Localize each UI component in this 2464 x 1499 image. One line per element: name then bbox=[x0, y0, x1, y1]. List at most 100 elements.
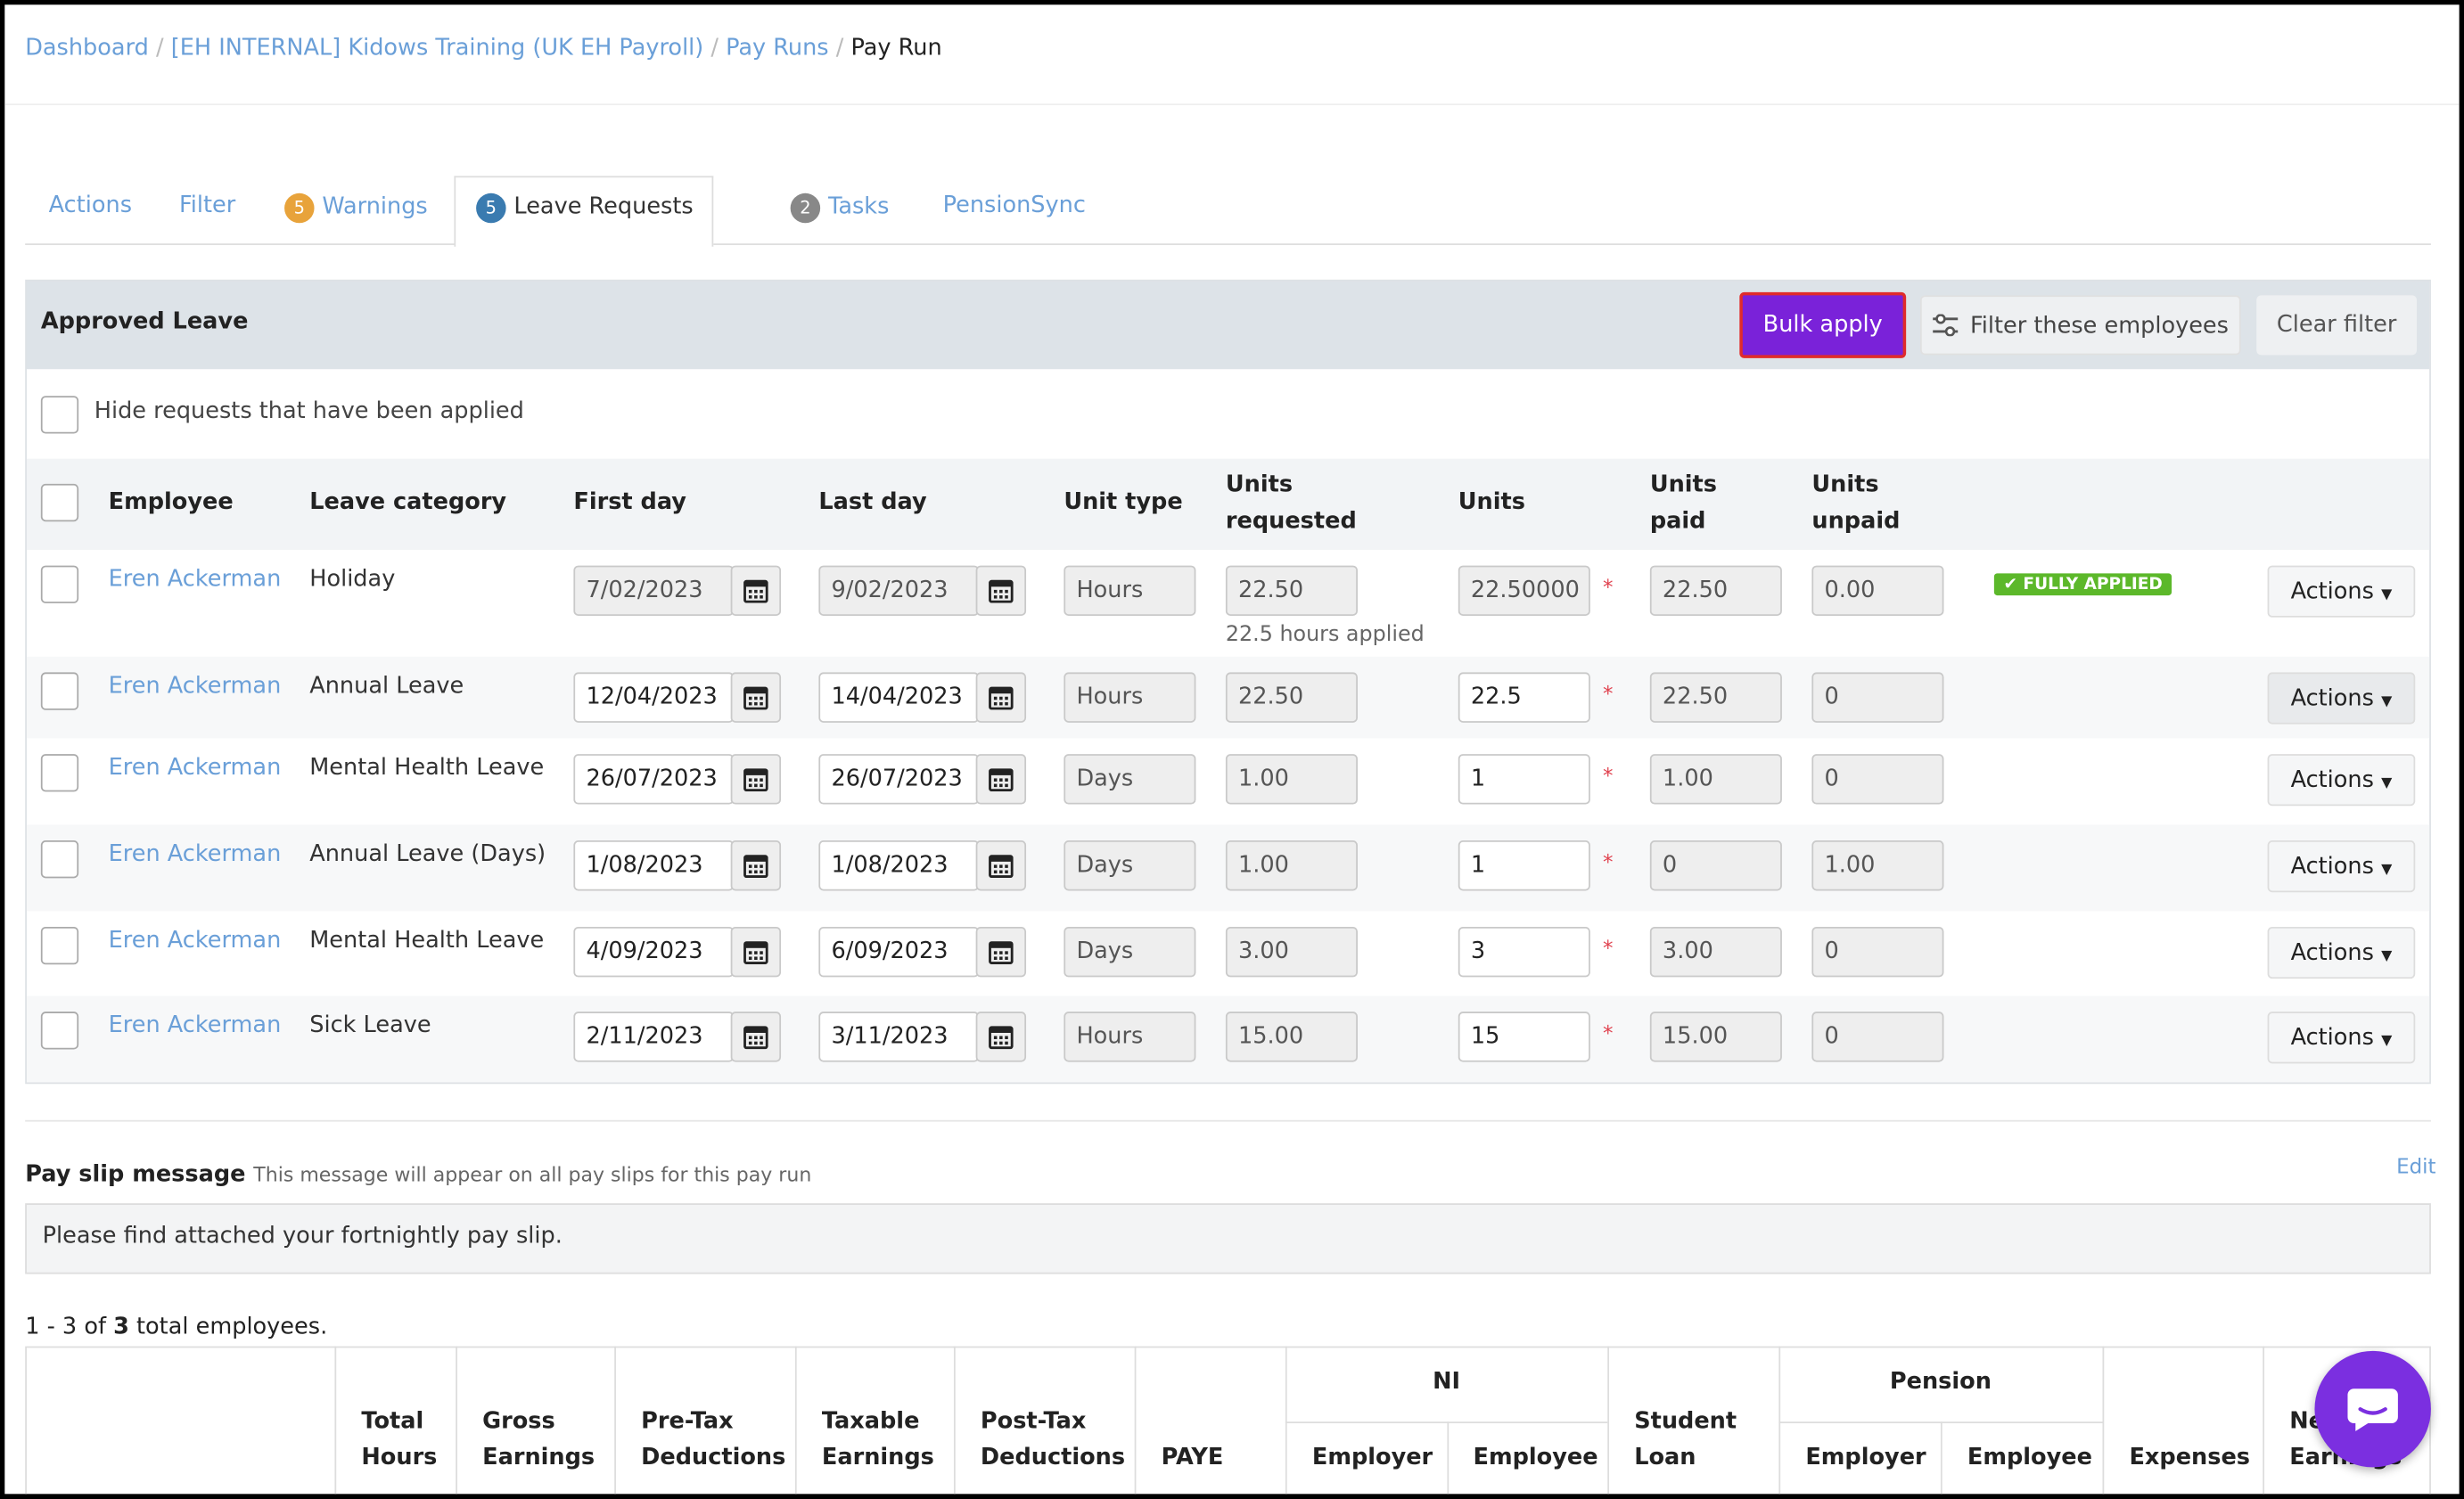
checkbox[interactable] bbox=[40, 840, 79, 879]
page: Dashboard / [EH INTERNAL] Kidows Trainin… bbox=[4, 4, 2460, 1495]
column-label: Employee bbox=[1967, 1445, 2092, 1470]
date-input[interactable]: 26/07/2023 bbox=[818, 754, 980, 805]
hide-label: Hide requests that have been applied bbox=[94, 398, 524, 424]
unit-type: Hours bbox=[1064, 1012, 1196, 1062]
checkbox[interactable] bbox=[40, 1012, 79, 1050]
tab[interactable]: 2 Tasks bbox=[790, 192, 889, 224]
date-input: 7/02/2023 bbox=[573, 565, 735, 616]
bulk-apply[interactable]: Bulk apply bbox=[1739, 291, 1907, 358]
tab[interactable]: 5 Leave Requests bbox=[476, 192, 694, 224]
date-input[interactable]: 6/09/2023 bbox=[818, 926, 980, 978]
calendar-button[interactable] bbox=[975, 926, 1027, 978]
date-input[interactable]: 4/09/2023 bbox=[573, 926, 735, 978]
calendar-button[interactable] bbox=[975, 840, 1027, 891]
tab-underline bbox=[25, 243, 2431, 245]
checkbox[interactable] bbox=[40, 754, 79, 792]
actions-button[interactable]: Actions ▼ bbox=[2267, 565, 2416, 618]
edit-link[interactable]: Edit bbox=[2396, 1156, 2436, 1180]
calendar-button[interactable] bbox=[730, 672, 782, 723]
required-mark: * bbox=[1602, 765, 1614, 789]
clear-filter[interactable]: Clear filter bbox=[2256, 295, 2418, 356]
actions-button[interactable]: Actions ▼ bbox=[2267, 1012, 2416, 1064]
calendar-button[interactable] bbox=[730, 565, 782, 616]
calendar-icon bbox=[743, 855, 768, 878]
payslip-hint: This message will appear on all pay slip… bbox=[253, 1162, 812, 1186]
units-input[interactable]: 1 bbox=[1458, 754, 1590, 805]
breadcrumb-item[interactable]: Pay Runs bbox=[726, 36, 829, 61]
units-input[interactable]: 22.5 bbox=[1458, 672, 1590, 723]
checkbox[interactable] bbox=[40, 483, 79, 522]
calendar-button[interactable] bbox=[975, 1012, 1027, 1062]
calendar-icon bbox=[989, 1026, 1014, 1050]
employee-link[interactable]: Eren Ackerman bbox=[108, 674, 282, 700]
employee-link[interactable]: Eren Ackerman bbox=[108, 567, 282, 593]
column-label: Post-Tax Deductions bbox=[980, 1409, 1126, 1470]
units-unpaid: 0 bbox=[1811, 1012, 1944, 1062]
employee-link[interactable]: Eren Ackerman bbox=[108, 755, 282, 782]
column-label: Gross Earnings bbox=[482, 1409, 595, 1470]
checkbox[interactable] bbox=[40, 565, 79, 603]
calendar-button[interactable] bbox=[975, 754, 1027, 805]
chat-button[interactable] bbox=[2314, 1350, 2431, 1468]
units-paid: 22.50 bbox=[1649, 565, 1782, 616]
date-input[interactable]: 2/11/2023 bbox=[573, 1012, 735, 1062]
date-input[interactable]: 1/08/2023 bbox=[818, 840, 980, 891]
units-input[interactable]: 15 bbox=[1458, 1012, 1590, 1062]
column-border bbox=[1134, 1346, 1137, 1495]
panel bbox=[25, 279, 2431, 1085]
units-input[interactable]: 3 bbox=[1458, 926, 1590, 978]
leave-category: Annual Leave (Days) bbox=[309, 841, 546, 868]
employee-link[interactable]: Eren Ackerman bbox=[108, 928, 282, 954]
checkbox[interactable] bbox=[40, 672, 79, 710]
calendar-button[interactable] bbox=[730, 1012, 782, 1062]
filter-button[interactable]: Filter these employees bbox=[1920, 295, 2241, 356]
calendar-button[interactable] bbox=[975, 565, 1027, 616]
required-mark: * bbox=[1602, 683, 1614, 708]
tab-label: PensionSync bbox=[942, 192, 1086, 219]
group-label: Pension bbox=[1889, 1370, 1992, 1396]
actions-button[interactable]: Actions ▼ bbox=[2267, 840, 2416, 893]
breadcrumb-item[interactable]: [EH INTERNAL] Kidows Training (UK EH Pay… bbox=[170, 36, 704, 61]
date-input[interactable]: 26/07/2023 bbox=[573, 754, 735, 805]
group-divider bbox=[1778, 1421, 2103, 1424]
actions-button[interactable]: Actions ▼ bbox=[2267, 926, 2416, 979]
breadcrumb-item: Pay Run bbox=[850, 36, 942, 61]
units-input: 22.50000 bbox=[1458, 565, 1590, 616]
units-input[interactable]: 1 bbox=[1458, 840, 1590, 891]
employee-link[interactable]: Eren Ackerman bbox=[108, 841, 282, 868]
tab-label: Actions bbox=[48, 192, 133, 219]
unit-type: Hours bbox=[1064, 565, 1196, 616]
employee-link[interactable]: Eren Ackerman bbox=[108, 1012, 282, 1039]
units-unpaid: 0 bbox=[1811, 754, 1944, 805]
tab[interactable]: Filter bbox=[179, 193, 235, 218]
calendar-icon bbox=[743, 768, 768, 792]
calendar-button[interactable] bbox=[975, 672, 1027, 723]
breadcrumb-item[interactable]: Dashboard bbox=[25, 36, 149, 61]
tab[interactable]: 5 Warnings bbox=[284, 192, 428, 224]
units-paid: 22.50 bbox=[1649, 672, 1782, 723]
column-label: Employer bbox=[1311, 1445, 1433, 1470]
breadcrumb: Dashboard / [EH INTERNAL] Kidows Trainin… bbox=[25, 37, 942, 61]
group-label: NI bbox=[1433, 1370, 1461, 1396]
checkbox[interactable] bbox=[40, 926, 79, 965]
actions-button[interactable]: Actions ▼ bbox=[2267, 672, 2416, 725]
calendar-button[interactable] bbox=[730, 840, 782, 891]
tab-label: Leave Requests bbox=[513, 194, 694, 220]
filter-icon bbox=[1932, 314, 1958, 337]
date-input[interactable]: 3/11/2023 bbox=[818, 1012, 980, 1062]
tab[interactable]: Actions bbox=[49, 193, 132, 218]
tab[interactable]: PensionSync bbox=[943, 193, 1086, 218]
date-input[interactable]: 1/08/2023 bbox=[573, 840, 735, 891]
checkbox[interactable] bbox=[40, 396, 79, 434]
units-paid: 1.00 bbox=[1649, 754, 1782, 805]
date-input[interactable]: 12/04/2023 bbox=[573, 672, 735, 723]
leave-category: Holiday bbox=[309, 567, 396, 593]
actions-button[interactable]: Actions ▼ bbox=[2267, 754, 2416, 807]
required-mark: * bbox=[1602, 851, 1614, 875]
calendar-button[interactable] bbox=[730, 754, 782, 805]
calendar-button[interactable] bbox=[730, 926, 782, 978]
column-border bbox=[456, 1346, 457, 1495]
column-label: Units requested bbox=[1225, 472, 1357, 535]
date-input[interactable]: 14/04/2023 bbox=[818, 672, 980, 723]
chat-icon bbox=[2347, 1388, 2398, 1431]
